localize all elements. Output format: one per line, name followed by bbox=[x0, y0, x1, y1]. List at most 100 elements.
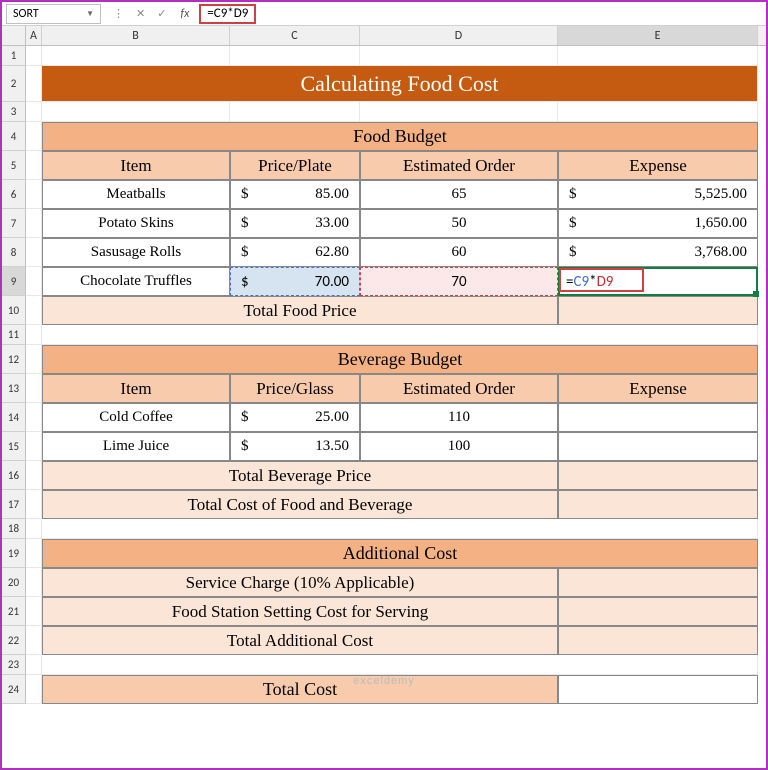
add-row-0[interactable]: Service Charge (10% Applicable) bbox=[42, 568, 558, 597]
row-header-20[interactable]: 20 bbox=[2, 568, 26, 597]
combined-label[interactable]: Total Cost of Food and Beverage bbox=[42, 490, 558, 519]
select-all-corner[interactable] bbox=[2, 26, 26, 45]
col-header-B[interactable]: B bbox=[42, 26, 230, 45]
combined-value[interactable] bbox=[558, 490, 758, 519]
name-box-dropdown-icon[interactable]: ▼ bbox=[86, 9, 94, 19]
price-2[interactable]: $62.80 bbox=[230, 238, 360, 267]
expense-0[interactable]: $5,525.00 bbox=[558, 180, 758, 209]
bev-price-1[interactable]: $13.50 bbox=[230, 432, 360, 461]
total-bev-label[interactable]: Total Beverage Price bbox=[42, 461, 558, 490]
bev-header[interactable]: Beverage Budget bbox=[42, 345, 758, 374]
cell-A2[interactable] bbox=[26, 66, 42, 102]
bev-hdr-item[interactable]: Item bbox=[42, 374, 230, 403]
cell-B23[interactable] bbox=[42, 655, 758, 675]
bev-price-0[interactable]: $25.00 bbox=[230, 403, 360, 432]
bev-expense-0[interactable] bbox=[558, 403, 758, 432]
row-header-12[interactable]: 12 bbox=[2, 345, 26, 374]
row-header-7[interactable]: 7 bbox=[2, 209, 26, 238]
row-header-17[interactable]: 17 bbox=[2, 490, 26, 519]
cell-A15[interactable] bbox=[26, 432, 42, 461]
row-header-3[interactable]: 3 bbox=[2, 102, 26, 122]
add-val-0[interactable] bbox=[558, 568, 758, 597]
cell-A10[interactable] bbox=[26, 296, 42, 325]
cell-A24[interactable] bbox=[26, 675, 42, 704]
order-0[interactable]: 65 bbox=[360, 180, 558, 209]
hdr-item[interactable]: Item bbox=[42, 151, 230, 180]
row-header-24[interactable]: 24 bbox=[2, 675, 26, 704]
cell-A16[interactable] bbox=[26, 461, 42, 490]
hdr-expense[interactable]: Expense bbox=[558, 151, 758, 180]
cell-A11[interactable] bbox=[26, 325, 42, 345]
hdr-price[interactable]: Price/Plate bbox=[230, 151, 360, 180]
bev-hdr-expense[interactable]: Expense bbox=[558, 374, 758, 403]
cell-D1[interactable] bbox=[360, 46, 558, 66]
cell-A23[interactable] bbox=[26, 655, 42, 675]
cell-A3[interactable] bbox=[26, 102, 42, 122]
item-0[interactable]: Meatballs bbox=[42, 180, 230, 209]
cell-A17[interactable] bbox=[26, 490, 42, 519]
add-val-1[interactable] bbox=[558, 597, 758, 626]
row-header-19[interactable]: 19 bbox=[2, 539, 26, 568]
total-food-label[interactable]: Total Food Price bbox=[42, 296, 558, 325]
item-2[interactable]: Sasusage Rolls bbox=[42, 238, 230, 267]
cell-E1[interactable] bbox=[558, 46, 758, 66]
cell-E9-formula[interactable]: =C9*D9 bbox=[558, 267, 758, 296]
cell-A9[interactable] bbox=[26, 267, 42, 296]
row-header-14[interactable]: 14 bbox=[2, 403, 26, 432]
cell-A14[interactable] bbox=[26, 403, 42, 432]
total-cost-label[interactable]: Total Cost bbox=[42, 675, 558, 704]
food-budget-header[interactable]: Food Budget bbox=[42, 122, 758, 151]
cell-C9-selected[interactable]: $70.00 bbox=[230, 267, 360, 296]
cell-A22[interactable] bbox=[26, 626, 42, 655]
total-bev-value[interactable] bbox=[558, 461, 758, 490]
cell-A19[interactable] bbox=[26, 539, 42, 568]
row-header-9[interactable]: 9 bbox=[2, 267, 26, 296]
cell-A18[interactable] bbox=[26, 519, 42, 539]
item-1[interactable]: Potato Skins bbox=[42, 209, 230, 238]
bev-order-0[interactable]: 110 bbox=[360, 403, 558, 432]
fx-icon[interactable]: fx bbox=[180, 7, 189, 21]
cell-B3[interactable] bbox=[42, 102, 230, 122]
col-header-D[interactable]: D bbox=[360, 26, 558, 45]
cell-B1[interactable] bbox=[42, 46, 230, 66]
row-header-13[interactable]: 13 bbox=[2, 374, 26, 403]
dropdown-icon[interactable]: ⋮ bbox=[113, 7, 124, 20]
total-food-value[interactable] bbox=[558, 296, 758, 325]
order-1[interactable]: 50 bbox=[360, 209, 558, 238]
row-header-2[interactable]: 2 bbox=[2, 66, 26, 102]
cell-D3[interactable] bbox=[360, 102, 558, 122]
cell-D9-selected[interactable]: 70 bbox=[360, 267, 558, 296]
row-header-15[interactable]: 15 bbox=[2, 432, 26, 461]
cell-A5[interactable] bbox=[26, 151, 42, 180]
row-header-23[interactable]: 23 bbox=[2, 655, 26, 675]
row-header-5[interactable]: 5 bbox=[2, 151, 26, 180]
cell-B18[interactable] bbox=[42, 519, 758, 539]
bev-item-1[interactable]: Lime Juice bbox=[42, 432, 230, 461]
row-header-6[interactable]: 6 bbox=[2, 180, 26, 209]
price-0[interactable]: $85.00 bbox=[230, 180, 360, 209]
cell-A4[interactable] bbox=[26, 122, 42, 151]
cell-A13[interactable] bbox=[26, 374, 42, 403]
col-header-E[interactable]: E bbox=[558, 26, 758, 45]
formula-input-highlight[interactable]: =C9*D9 bbox=[199, 4, 256, 24]
expense-2[interactable]: $3,768.00 bbox=[558, 238, 758, 267]
order-2[interactable]: 60 bbox=[360, 238, 558, 267]
bev-item-0[interactable]: Cold Coffee bbox=[42, 403, 230, 432]
row-header-10[interactable]: 10 bbox=[2, 296, 26, 325]
item-3[interactable]: Chocolate Truffles bbox=[42, 267, 230, 296]
expense-1[interactable]: $1,650.00 bbox=[558, 209, 758, 238]
cell-A12[interactable] bbox=[26, 345, 42, 374]
cell-A6[interactable] bbox=[26, 180, 42, 209]
cell-C3[interactable] bbox=[230, 102, 360, 122]
cell-E3[interactable] bbox=[558, 102, 758, 122]
col-header-C[interactable]: C bbox=[230, 26, 360, 45]
bev-order-1[interactable]: 100 bbox=[360, 432, 558, 461]
additional-header[interactable]: Additional Cost bbox=[42, 539, 758, 568]
name-box[interactable]: SORT ▼ bbox=[6, 4, 101, 24]
title-cell[interactable]: Calculating Food Cost bbox=[42, 66, 758, 102]
row-header-4[interactable]: 4 bbox=[2, 122, 26, 151]
row-header-16[interactable]: 16 bbox=[2, 461, 26, 490]
cell-B11[interactable] bbox=[42, 325, 758, 345]
row-header-11[interactable]: 11 bbox=[2, 325, 26, 345]
cancel-icon[interactable]: ✕ bbox=[136, 7, 145, 20]
